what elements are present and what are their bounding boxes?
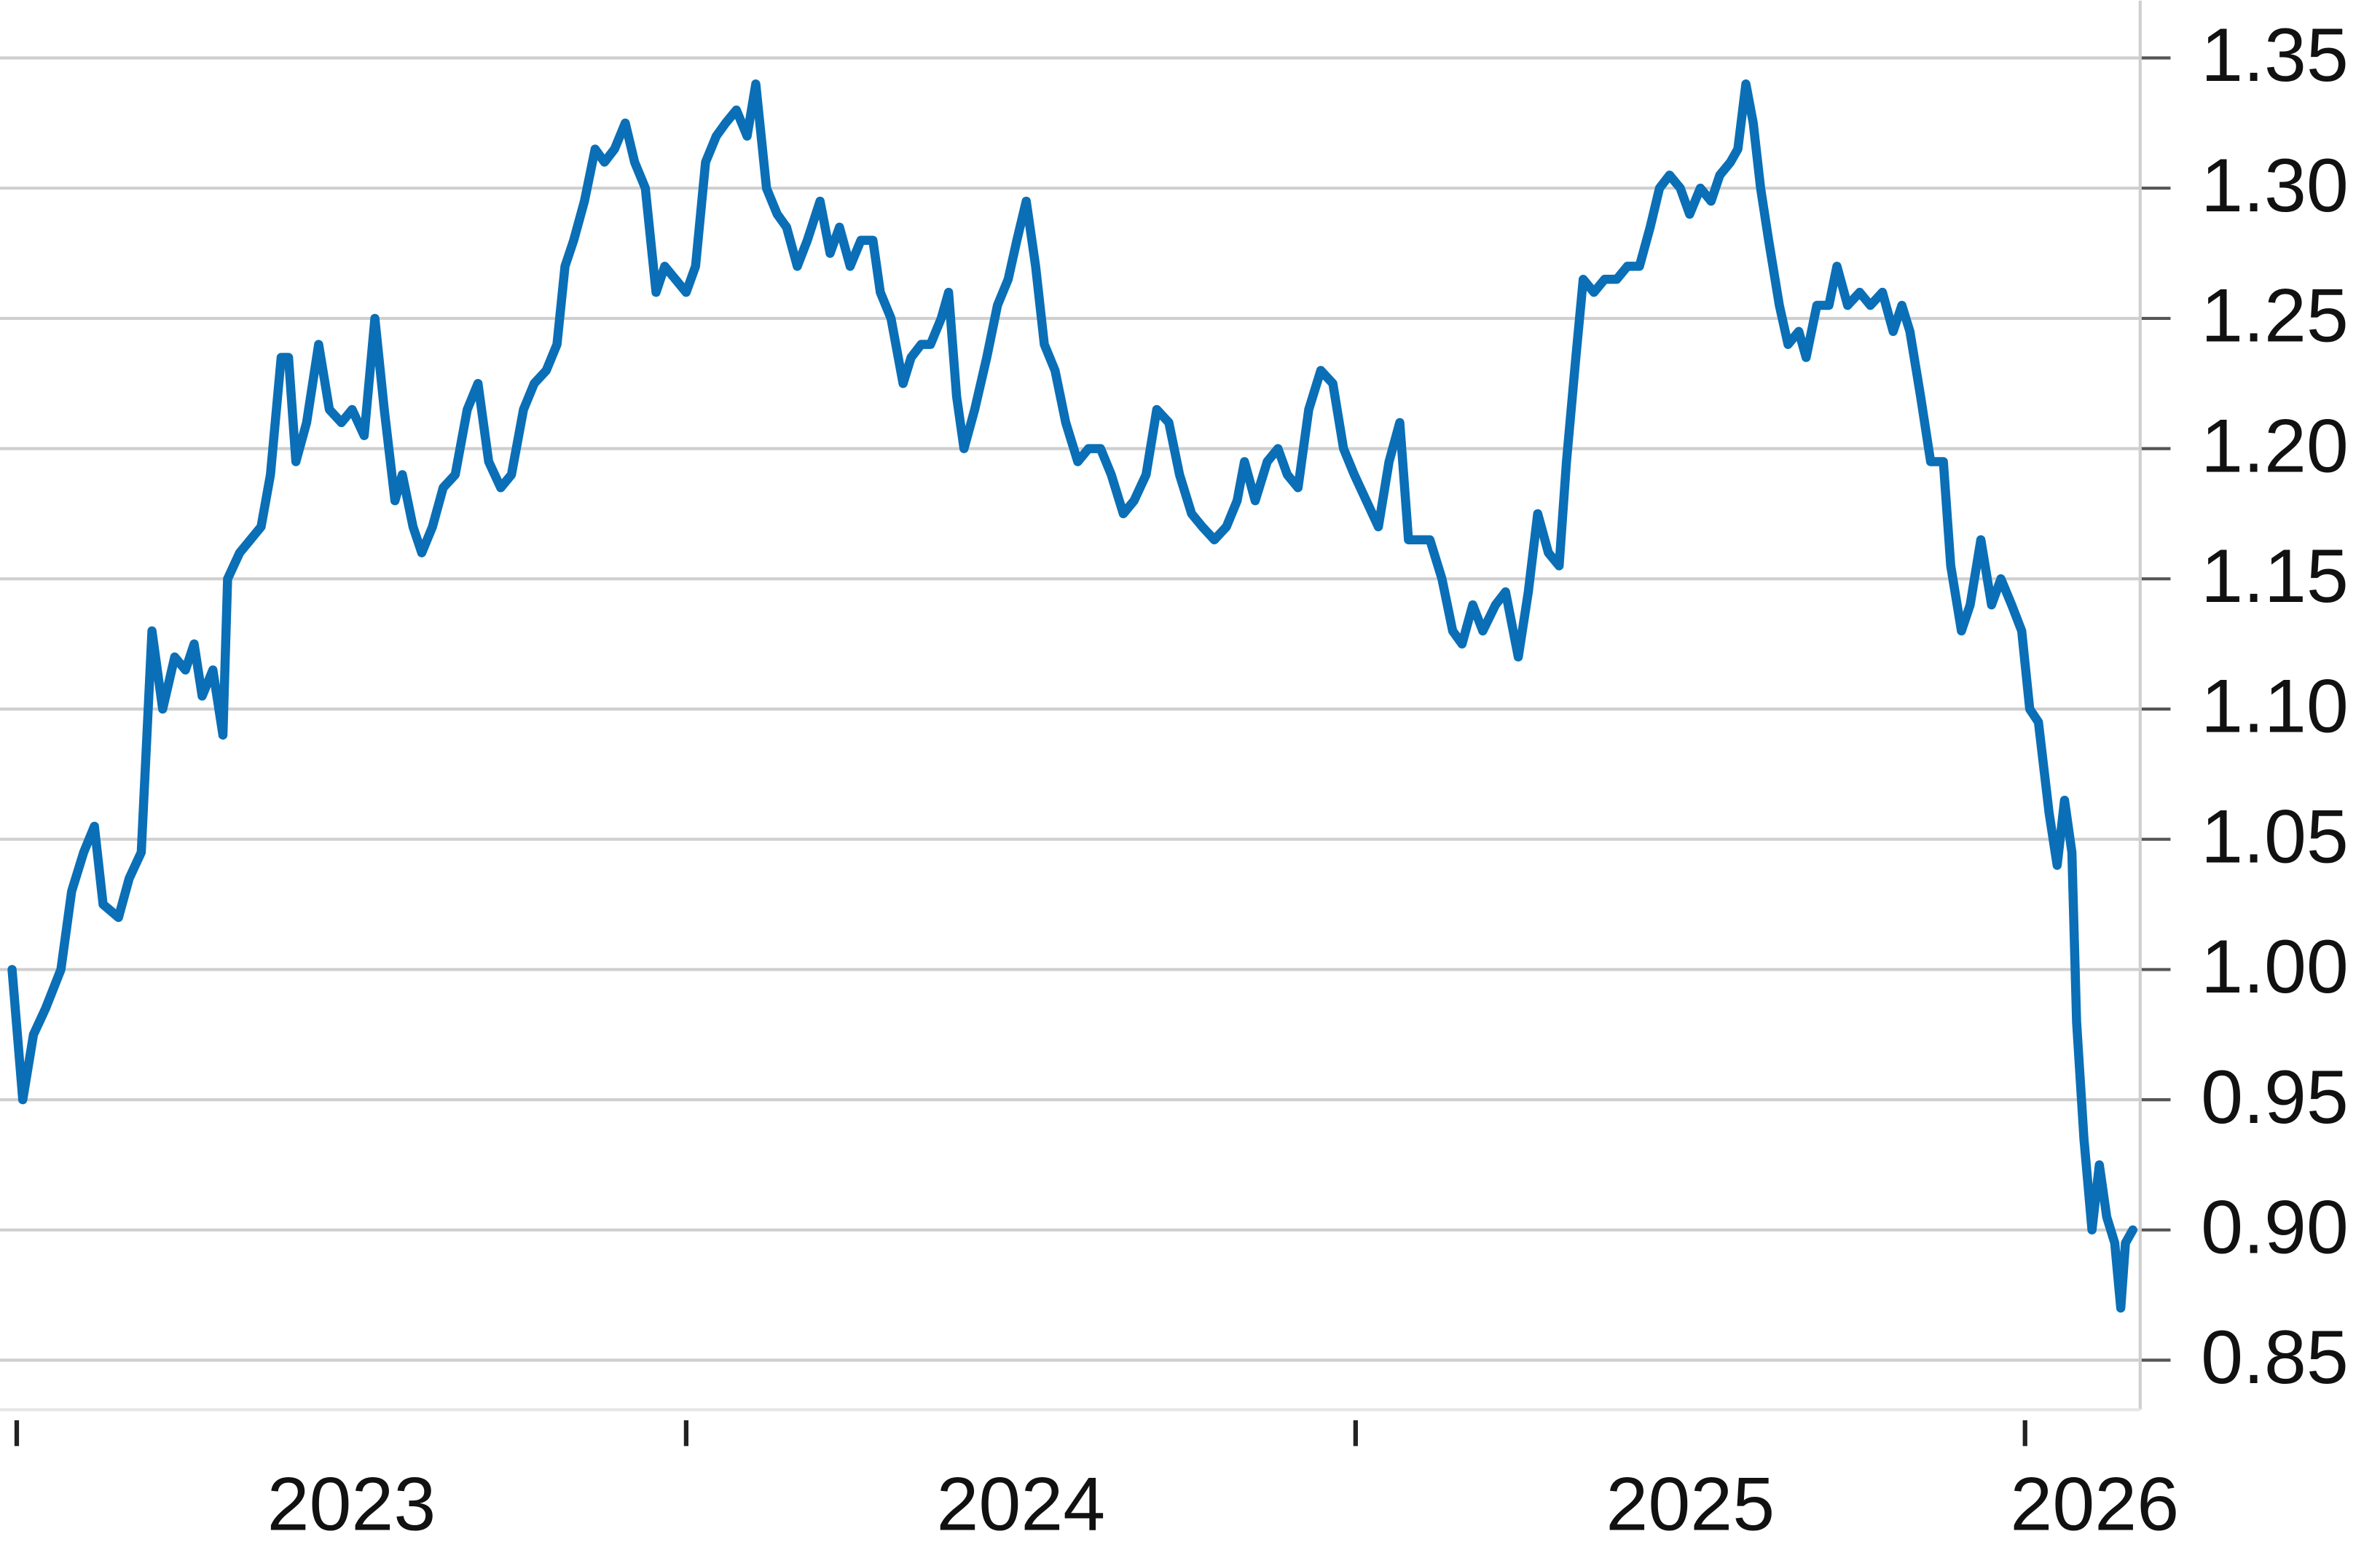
y-tick-label: 1.05 xyxy=(2201,794,2349,879)
x-tick-label: 2026 xyxy=(2010,1462,2179,1546)
y-tick-label: 1.25 xyxy=(2201,274,2349,359)
y-tick-label: 0.95 xyxy=(2201,1055,2349,1140)
y-tick-label: 1.15 xyxy=(2201,534,2349,619)
y-tick-label: 1.20 xyxy=(2201,404,2349,488)
x-tick-label: 2024 xyxy=(936,1462,1105,1546)
y-tick-label: 0.85 xyxy=(2201,1315,2349,1400)
y-tick-label: 1.30 xyxy=(2201,144,2349,228)
y-tick-label: 1.00 xyxy=(2201,925,2349,1009)
y-tick-label: 1.35 xyxy=(2201,13,2349,98)
y-tick-label: 0.90 xyxy=(2201,1185,2349,1269)
y-tick-label: 1.10 xyxy=(2201,665,2349,749)
x-tick-label: 2023 xyxy=(267,1462,436,1546)
x-tick-label: 2025 xyxy=(1606,1462,1775,1546)
data-line xyxy=(7,79,2137,1313)
